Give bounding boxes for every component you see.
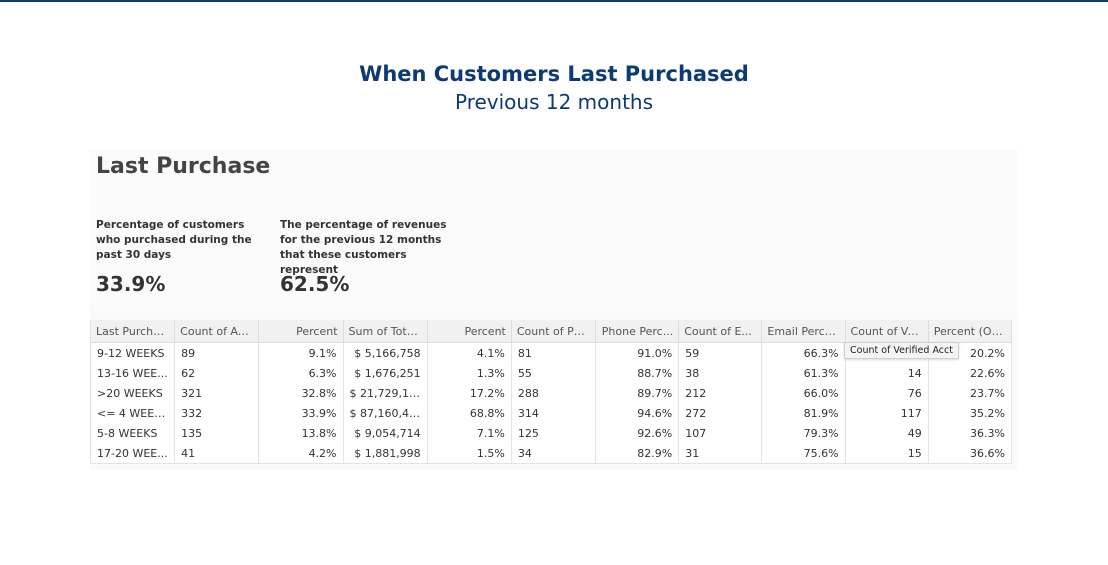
table-cell: 68.8%: [427, 403, 512, 423]
table-cell: 89.7%: [595, 383, 680, 403]
table-cell: 15: [845, 443, 929, 464]
table-cell: 107: [678, 423, 763, 443]
table-cell: 41: [174, 443, 260, 464]
page-title: When Customers Last Purchased: [359, 62, 749, 86]
column-header[interactable]: Email Perce...: [761, 320, 846, 343]
table-cell: 14: [845, 363, 929, 383]
table-cell: 91.0%: [595, 342, 680, 363]
column-tooltip: Count of Verified Acct: [844, 342, 959, 359]
table-cell: 76: [845, 383, 929, 403]
table-cell: 332: [174, 403, 260, 423]
dashboard-panel: Last Purchase Percentage of customers wh…: [89, 150, 1018, 470]
top-rule: [0, 0, 1108, 2]
table-cell: 49: [845, 423, 929, 443]
table-cell: 314: [511, 403, 597, 423]
table-cell: 1.3%: [427, 363, 512, 383]
table-cell: 89: [174, 342, 260, 363]
kpi-value: 62.5%: [280, 272, 350, 296]
column-header[interactable]: Count of Ph...: [511, 320, 597, 343]
table-cell: 212: [678, 383, 763, 403]
column-header[interactable]: Percent (Of ...: [928, 320, 1013, 343]
table-cell: 9-12 WEEKS: [89, 342, 176, 363]
kpi-revenue-share: The percentage of revenues for the previ…: [280, 218, 450, 296]
dashboard-header-band: [90, 150, 1018, 310]
table-cell: $ 21,729,115: [343, 383, 428, 403]
table-cell: 75.6%: [761, 443, 846, 464]
table-cell: 6.3%: [258, 363, 344, 383]
table-cell: 7.1%: [427, 423, 512, 443]
kpi-value: 33.9%: [96, 272, 166, 296]
column-header[interactable]: Sum of Tota...: [343, 320, 428, 343]
table-cell: 22.6%: [928, 363, 1013, 383]
table-cell: 35.2%: [928, 403, 1013, 423]
table-cell: 61.3%: [761, 363, 846, 383]
table-cell: 38: [678, 363, 763, 383]
table-cell: 34: [511, 443, 597, 464]
table-cell: 13-16 WEE...: [89, 363, 176, 383]
table-cell: 5-8 WEEKS: [89, 423, 176, 443]
column-header[interactable]: Last Purcha...: [89, 320, 176, 343]
table-cell: 31: [678, 443, 763, 464]
table-cell: 66.3%: [761, 342, 846, 363]
table-cell: 125: [511, 423, 597, 443]
table-row: <= 4 WEEKS 332 33.9% $ 87,160,471 68.8% 314 94…: [89, 403, 1013, 423]
table-cell: 36.6%: [928, 443, 1013, 464]
column-header[interactable]: Percent: [427, 320, 512, 343]
table-cell: $ 9,054,714: [343, 423, 428, 443]
table-row: 17-20 WEE... 41 4.2% $ 1,881,998 1.5% 34 82.9%…: [89, 443, 1013, 464]
table-cell: 4.1%: [427, 342, 512, 363]
table-cell: 288: [511, 383, 597, 403]
kpi-description: The percentage of revenues for the previ…: [280, 219, 447, 276]
table-cell: $ 1,881,998: [343, 443, 428, 464]
table-cell: 17-20 WEE...: [89, 443, 176, 464]
table-cell: 81.9%: [761, 403, 846, 423]
table-row: 5-8 WEEKS 135 13.8% $ 9,054,714 7.1% 125 92.6%…: [89, 423, 1013, 443]
column-header[interactable]: Count of Ac...: [174, 320, 260, 343]
table-cell: 94.6%: [595, 403, 680, 423]
table-cell: 9.1%: [258, 342, 344, 363]
table-cell: >20 WEEKS: [89, 383, 176, 403]
table-cell: 33.9%: [258, 403, 344, 423]
table-cell: 92.6%: [595, 423, 680, 443]
table-body: 9-12 WEEKS 89 9.1% $ 5,166,758 4.1% 81 91.0% 59…: [89, 342, 1013, 464]
table-cell: 66.0%: [761, 383, 846, 403]
table-cell: 88.7%: [595, 363, 680, 383]
table-cell: 81: [511, 342, 597, 363]
table-cell: 1.5%: [427, 443, 512, 464]
table-row: >20 WEEKS 321 32.8% $ 21,729,115 17.2% 288 89.…: [89, 383, 1013, 403]
page-subtitle: Previous 12 months: [454, 90, 654, 114]
table-cell: 62: [174, 363, 260, 383]
table-row: 13-16 WEE... 62 6.3% $ 1,676,251 1.3% 55 88.7%…: [89, 363, 1013, 383]
table-cell: 4.2%: [258, 443, 344, 464]
section-title: Last Purchase: [96, 154, 271, 179]
table-cell: 59: [678, 342, 763, 363]
table-cell: 55: [511, 363, 597, 383]
table-cell: <= 4 WEEKS: [89, 403, 176, 423]
table-cell: 272: [678, 403, 763, 423]
column-header[interactable]: Count of E...: [678, 320, 763, 343]
table-cell: $ 5,166,758: [343, 342, 428, 363]
table-cell: 36.3%: [928, 423, 1013, 443]
table-cell: 82.9%: [595, 443, 680, 464]
column-header[interactable]: Percent: [258, 320, 344, 343]
table-cell: 117: [845, 403, 929, 423]
table-cell: 321: [174, 383, 260, 403]
table-cell: $ 87,160,471: [343, 403, 428, 423]
kpi-description: Percentage of customers who purchased du…: [96, 219, 252, 261]
table-cell: $ 1,676,251: [343, 363, 428, 383]
table-cell: 79.3%: [761, 423, 846, 443]
table-cell: 32.8%: [258, 383, 344, 403]
kpi-recent-customers: Percentage of customers who purchased du…: [96, 218, 266, 296]
table-cell: 23.7%: [928, 383, 1013, 403]
table-cell: 17.2%: [427, 383, 512, 403]
table-header-row: Last Purcha... Count of Ac... Percent Sum o…: [89, 320, 1013, 343]
table-cell: 135: [174, 423, 260, 443]
column-header[interactable]: Count of Ve...: [845, 320, 929, 343]
table-cell: 13.8%: [258, 423, 344, 443]
column-header[interactable]: Phone Perc...: [595, 320, 680, 343]
